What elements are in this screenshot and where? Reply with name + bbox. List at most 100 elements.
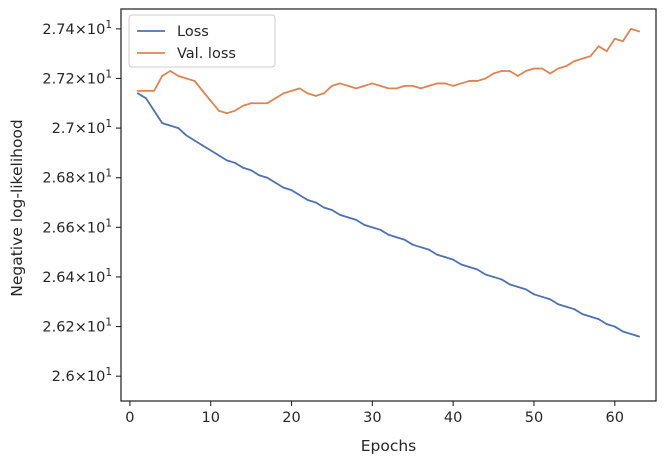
data-point-loss: [274, 181, 277, 184]
data-point-loss: [403, 238, 406, 241]
data-point-val-loss: [573, 60, 576, 62]
plot-frame: [120, 8, 657, 402]
y-tick-label: 2.6×101: [52, 366, 112, 385]
data-point-val-loss: [225, 112, 228, 115]
data-point-val-loss: [476, 80, 479, 82]
data-point-val-loss: [557, 67, 560, 70]
data-point-loss: [573, 308, 576, 311]
data-point-loss: [185, 134, 188, 137]
data-point-loss: [589, 315, 592, 318]
data-point-loss: [290, 189, 293, 192]
data-point-val-loss: [274, 97, 277, 100]
data-point-val-loss: [250, 102, 253, 105]
data-point-val-loss: [282, 92, 285, 95]
data-point-loss: [355, 218, 358, 221]
data-point-val-loss: [460, 82, 463, 85]
x-tick-label: 50: [525, 410, 543, 426]
data-point-loss: [500, 278, 503, 281]
data-point-val-loss: [306, 92, 309, 95]
data-point-val-loss: [314, 94, 317, 97]
data-point-loss: [549, 298, 552, 301]
data-point-loss: [557, 303, 560, 306]
x-tick-label: 0: [125, 410, 134, 426]
data-point-loss: [468, 266, 471, 268]
data-point-val-loss: [589, 55, 592, 58]
data-point-loss: [169, 124, 172, 127]
data-point-val-loss: [436, 82, 438, 85]
data-point-val-loss: [153, 89, 156, 92]
data-point-val-loss: [484, 77, 487, 80]
data-point-val-loss: [217, 109, 220, 112]
y-axis-ticks: 2.6×101 2.62×101 2.64×101 2.66×101 2.68×101 2…: [42, 19, 121, 385]
data-point-loss: [476, 268, 479, 271]
data-point-val-loss: [581, 57, 584, 60]
data-point-val-loss: [339, 82, 341, 85]
data-point-val-loss: [492, 72, 495, 75]
legend-label-loss: Loss: [177, 24, 209, 40]
data-point-loss: [306, 199, 309, 201]
y-tick-label: 2.7×101: [52, 118, 112, 137]
data-point-val-loss: [234, 109, 236, 112]
data-point-val-loss: [266, 102, 269, 105]
data-point-loss: [460, 263, 463, 266]
data-point-val-loss: [363, 85, 366, 87]
y-tick-label: 2.68×101: [42, 168, 112, 187]
data-point-val-loss: [597, 45, 600, 48]
data-point-val-loss: [508, 70, 511, 72]
data-point-val-loss: [161, 75, 164, 77]
data-point-loss: [492, 276, 495, 278]
y-tick-label: 2.62×101: [42, 317, 112, 336]
data-point-loss: [638, 335, 640, 338]
data-point-loss: [339, 214, 341, 216]
data-point-val-loss: [638, 30, 640, 33]
data-point-val-loss: [630, 27, 632, 30]
data-point-loss: [508, 283, 511, 286]
data-point-val-loss: [201, 89, 204, 92]
data-point-loss: [137, 92, 139, 95]
data-point-val-loss: [322, 92, 325, 95]
data-point-val-loss: [371, 82, 374, 85]
x-tick-label: 40: [444, 410, 462, 426]
data-point-loss: [266, 176, 269, 179]
data-point-val-loss: [468, 80, 471, 82]
data-point-loss: [581, 313, 584, 316]
data-point-loss: [565, 305, 568, 308]
data-point-loss: [613, 325, 616, 328]
data-point-val-loss: [355, 87, 358, 90]
data-point-loss: [452, 258, 455, 261]
data-point-val-loss: [403, 85, 406, 87]
data-point-loss: [516, 285, 519, 288]
data-point-val-loss: [290, 89, 293, 92]
data-point-val-loss: [621, 40, 624, 43]
data-point-val-loss: [533, 67, 535, 70]
data-point-loss: [177, 127, 180, 129]
y-tick-label: 2.66×101: [42, 217, 112, 236]
data-point-loss: [234, 161, 236, 164]
data-point-loss: [419, 246, 422, 249]
data-point-val-loss: [137, 89, 139, 92]
x-tick-label: 60: [606, 410, 624, 426]
data-point-val-loss: [379, 85, 382, 87]
data-point-loss: [161, 122, 164, 125]
data-point-loss: [314, 201, 317, 204]
data-point-val-loss: [428, 85, 430, 87]
data-point-val-loss: [298, 87, 301, 90]
data-point-val-loss: [500, 70, 503, 72]
data-point-loss: [250, 169, 253, 172]
data-point-val-loss: [258, 102, 261, 105]
data-point-val-loss: [565, 65, 568, 67]
data-point-val-loss: [347, 85, 349, 87]
x-tick-label: 20: [282, 410, 300, 426]
data-point-val-loss: [395, 87, 398, 90]
y-tick-label: 2.64×101: [42, 267, 112, 286]
data-point-loss: [395, 236, 398, 239]
x-tick-label: 10: [201, 410, 219, 426]
data-point-val-loss: [185, 77, 188, 80]
data-point-val-loss: [549, 72, 552, 75]
data-point-val-loss: [169, 70, 172, 72]
data-point-loss: [217, 154, 220, 157]
data-point-val-loss: [452, 85, 455, 87]
data-point-val-loss: [193, 80, 196, 82]
